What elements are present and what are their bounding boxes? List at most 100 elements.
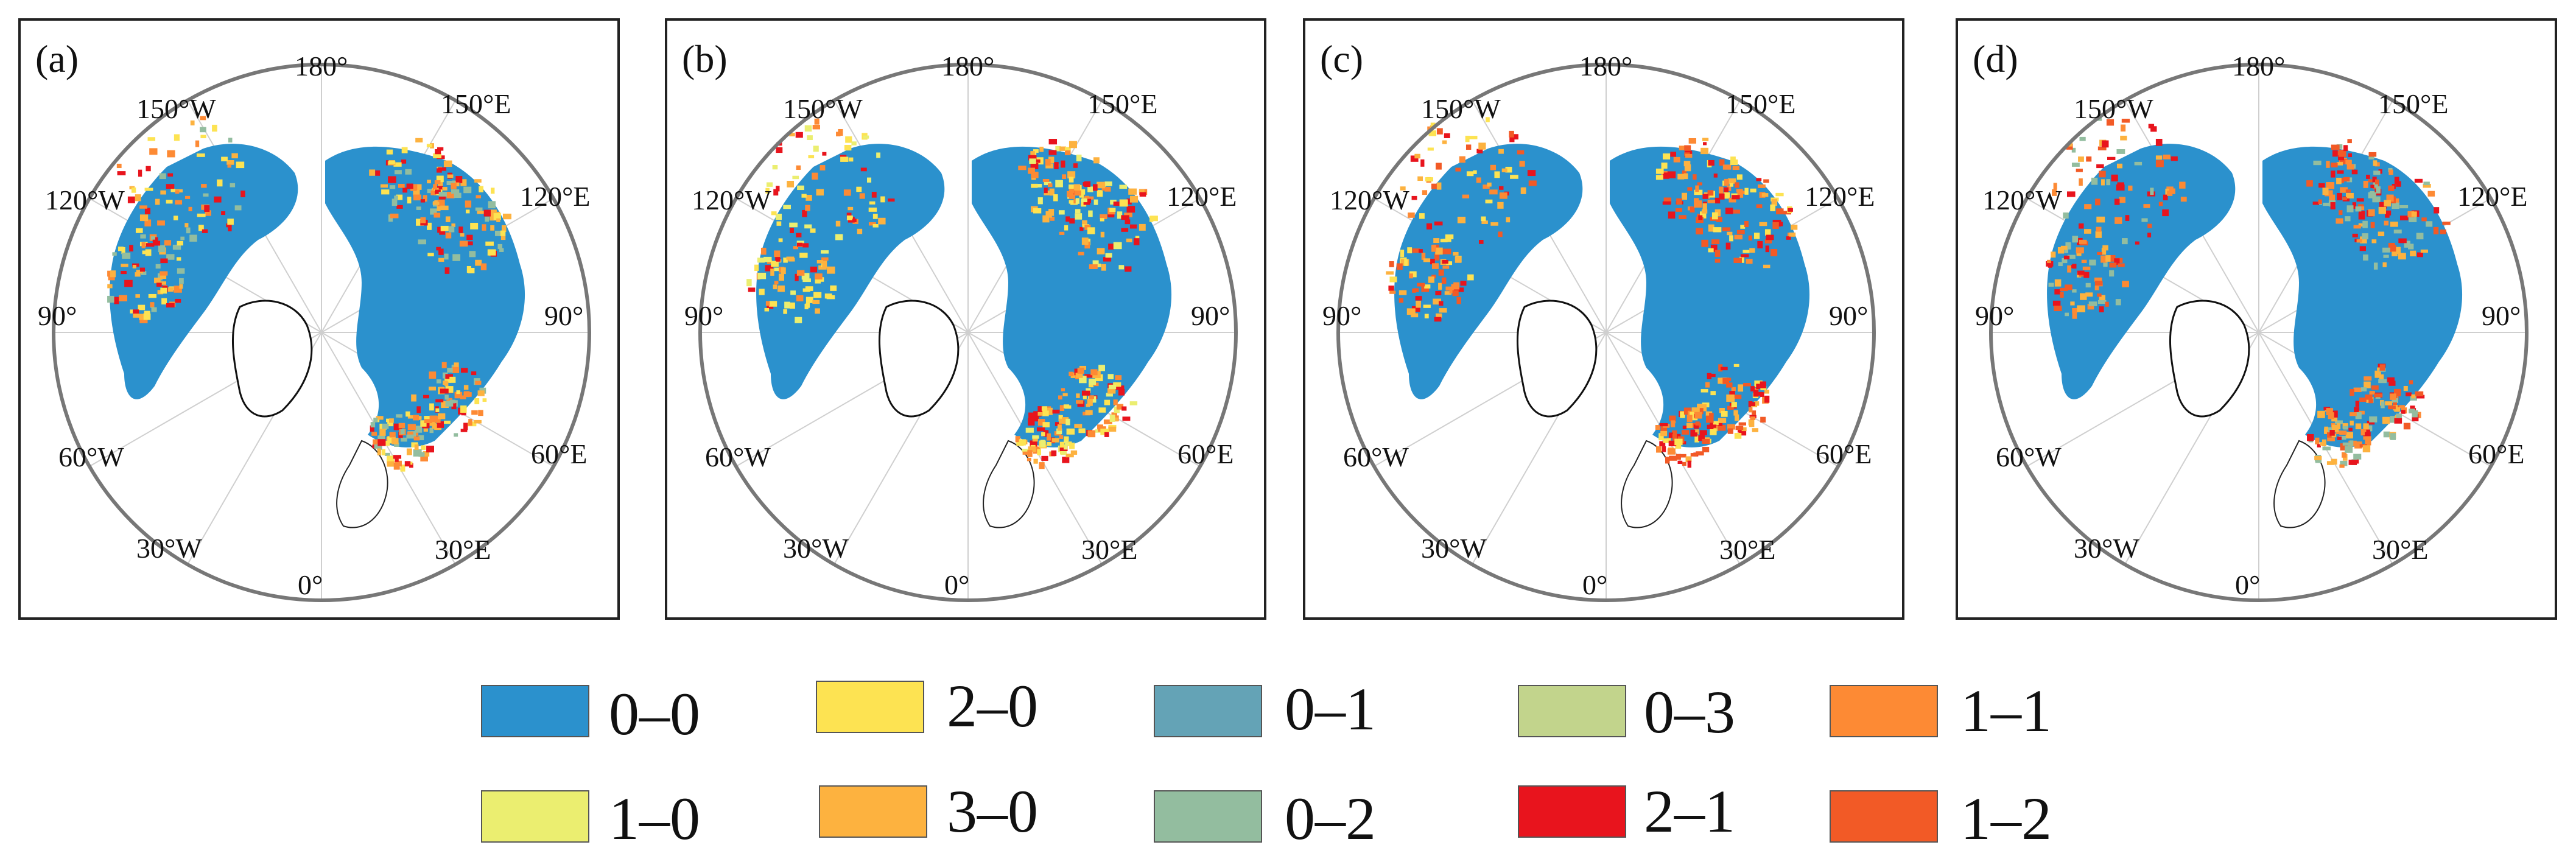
coord-label-top-right: 150°E [1087, 88, 1158, 119]
coord-label-left: 90° [1975, 300, 2015, 331]
coord-label-bottom: 0° [298, 569, 323, 600]
panel-label: (b) [682, 37, 728, 80]
legend-swatch-2-0 [816, 681, 924, 733]
coord-label-lower-right: 60°E [531, 438, 588, 469]
coord-label-lower-right: 60°E [1177, 438, 1234, 469]
north-america-landmass [2047, 144, 2236, 399]
legend-swatch-1-2 [1830, 790, 1938, 843]
legend-label-2-0: 2–0 [947, 672, 1038, 740]
map-boundary [698, 63, 1238, 602]
polar-map [1336, 63, 1876, 602]
greenland [879, 300, 960, 418]
coord-label-lower-left: 60°W [705, 441, 771, 472]
coord-label-top-left: 150°W [136, 93, 216, 124]
coord-label-bottom-right: 30°E [1719, 534, 1776, 565]
coord-label-bottom-left: 30°W [136, 533, 202, 564]
greenland [2169, 300, 2250, 418]
coord-label-bottom: 0° [2235, 569, 2261, 600]
panel-label: (d) [1973, 37, 2018, 80]
legend-swatch-3-0 [819, 785, 927, 838]
coord-label-bottom: 0° [1582, 569, 1608, 600]
coord-label-right: 90° [544, 300, 584, 331]
coord-label-lower-left: 60°W [1996, 441, 2062, 472]
coord-label-left: 90° [38, 300, 77, 331]
europe-outline [983, 440, 1035, 528]
land-classes [1394, 144, 1810, 528]
coord-label-top-right: 150°E [441, 88, 511, 119]
map-panel-c: (c) 180° 150°W 150°E 120°W 120°E 90° 90° 60°W 60°… [1303, 18, 1904, 620]
legend-label-0-0: 0–0 [609, 680, 700, 748]
legend-swatch-0-0 [481, 685, 589, 737]
coord-label-lower-right: 60°E [1816, 438, 1872, 469]
coord-label-top-left: 150°W [783, 93, 863, 124]
class-speckles [1386, 117, 1798, 468]
coord-label-top: 180° [1579, 51, 1633, 82]
class-speckles [107, 116, 511, 472]
class-speckles [746, 118, 1158, 469]
coord-label-top: 180° [2232, 51, 2286, 82]
coord-label-upper-right: 120°E [520, 181, 591, 212]
legend-swatch-2-1 [1518, 785, 1626, 838]
panel-label: (c) [1320, 37, 1364, 80]
greenland [232, 300, 313, 418]
coord-label-upper-left: 120°W [1982, 184, 2062, 216]
eurasia-landmass [972, 146, 1172, 447]
coord-label-upper-right: 120°E [2457, 181, 2528, 212]
map-boundary [1989, 63, 2529, 602]
map-panel-b: (b) 180° 150°W 150°E 120°W 120°E 90° 90° 60°W 60°… [665, 18, 1266, 620]
europe-outline [336, 440, 388, 528]
polar-map [1989, 63, 2529, 602]
legend-swatch-1-1 [1830, 685, 1938, 737]
legend-label-1-1: 1–1 [1960, 677, 2052, 745]
coord-label-right: 90° [1191, 300, 1230, 331]
polar-map [52, 63, 591, 602]
coord-label-upper-left: 120°W [692, 184, 771, 216]
polar-map [698, 63, 1238, 602]
land-classes [756, 144, 1172, 528]
legend-swatch-0-2 [1154, 790, 1262, 843]
legend-swatch-0-1 [1154, 685, 1262, 737]
coord-label-upper-left: 120°W [45, 184, 125, 216]
panel-label: (a) [35, 37, 79, 80]
coord-label-left: 90° [684, 300, 724, 331]
legend-label-0-2: 0–2 [1285, 785, 1376, 852]
coord-label-top-left: 150°W [2074, 93, 2153, 124]
map-boundary [1336, 63, 1876, 602]
legend-label-1-2: 1–2 [1960, 785, 2052, 852]
north-america-landmass [756, 144, 945, 399]
legend-swatch-0-3 [1518, 685, 1626, 737]
greenland [1517, 300, 1598, 418]
coord-label-top: 180° [941, 51, 995, 82]
coord-label-bottom-right: 30°E [435, 534, 491, 565]
coord-label-bottom-left: 30°W [783, 533, 849, 564]
coord-label-top: 180° [295, 51, 348, 82]
legend-swatch-1-0 [481, 790, 589, 843]
coord-label-top-right: 150°E [1725, 88, 1796, 119]
coord-label-top-right: 150°E [2378, 88, 2449, 119]
coord-label-bottom-right: 30°E [2372, 534, 2429, 565]
map-boundary [52, 63, 591, 602]
north-america-landmass [110, 144, 298, 399]
class-speckles [2046, 116, 2451, 468]
legend-label-3-0: 3–0 [947, 777, 1038, 845]
north-america-landmass [1394, 144, 1583, 399]
coord-label-bottom: 0° [944, 569, 970, 600]
coord-label-bottom-left: 30°W [2074, 533, 2139, 564]
coord-label-left: 90° [1322, 300, 1362, 331]
coord-label-upper-right: 120°E [1805, 181, 1875, 212]
legend-label-0-3: 0–3 [1644, 678, 1735, 746]
coord-label-bottom-left: 30°W [1421, 533, 1487, 564]
coord-label-upper-left: 120°W [1330, 184, 1409, 216]
legend-label-2-1: 2–1 [1644, 777, 1735, 845]
coord-label-lower-left: 60°W [1343, 441, 1409, 472]
map-panel-a: (a) 180° 150°W 150°E 120°W 120°E 90° 90° 60°W 60°… [18, 18, 620, 620]
coord-label-right: 90° [1829, 300, 1869, 331]
coord-label-right: 90° [2482, 300, 2521, 331]
coord-label-upper-right: 120°E [1167, 181, 1237, 212]
coord-label-lower-right: 60°E [2468, 438, 2525, 469]
coord-label-lower-left: 60°W [58, 441, 124, 472]
coord-label-top-left: 150°W [1421, 93, 1501, 124]
map-panel-d: (d) 180° 150°W 150°E 120°W 120°E 90° 90° 60°W 60°… [1956, 18, 2557, 620]
legend-label-0-1: 0–1 [1285, 675, 1376, 743]
eurasia-landmass [1610, 146, 1810, 447]
